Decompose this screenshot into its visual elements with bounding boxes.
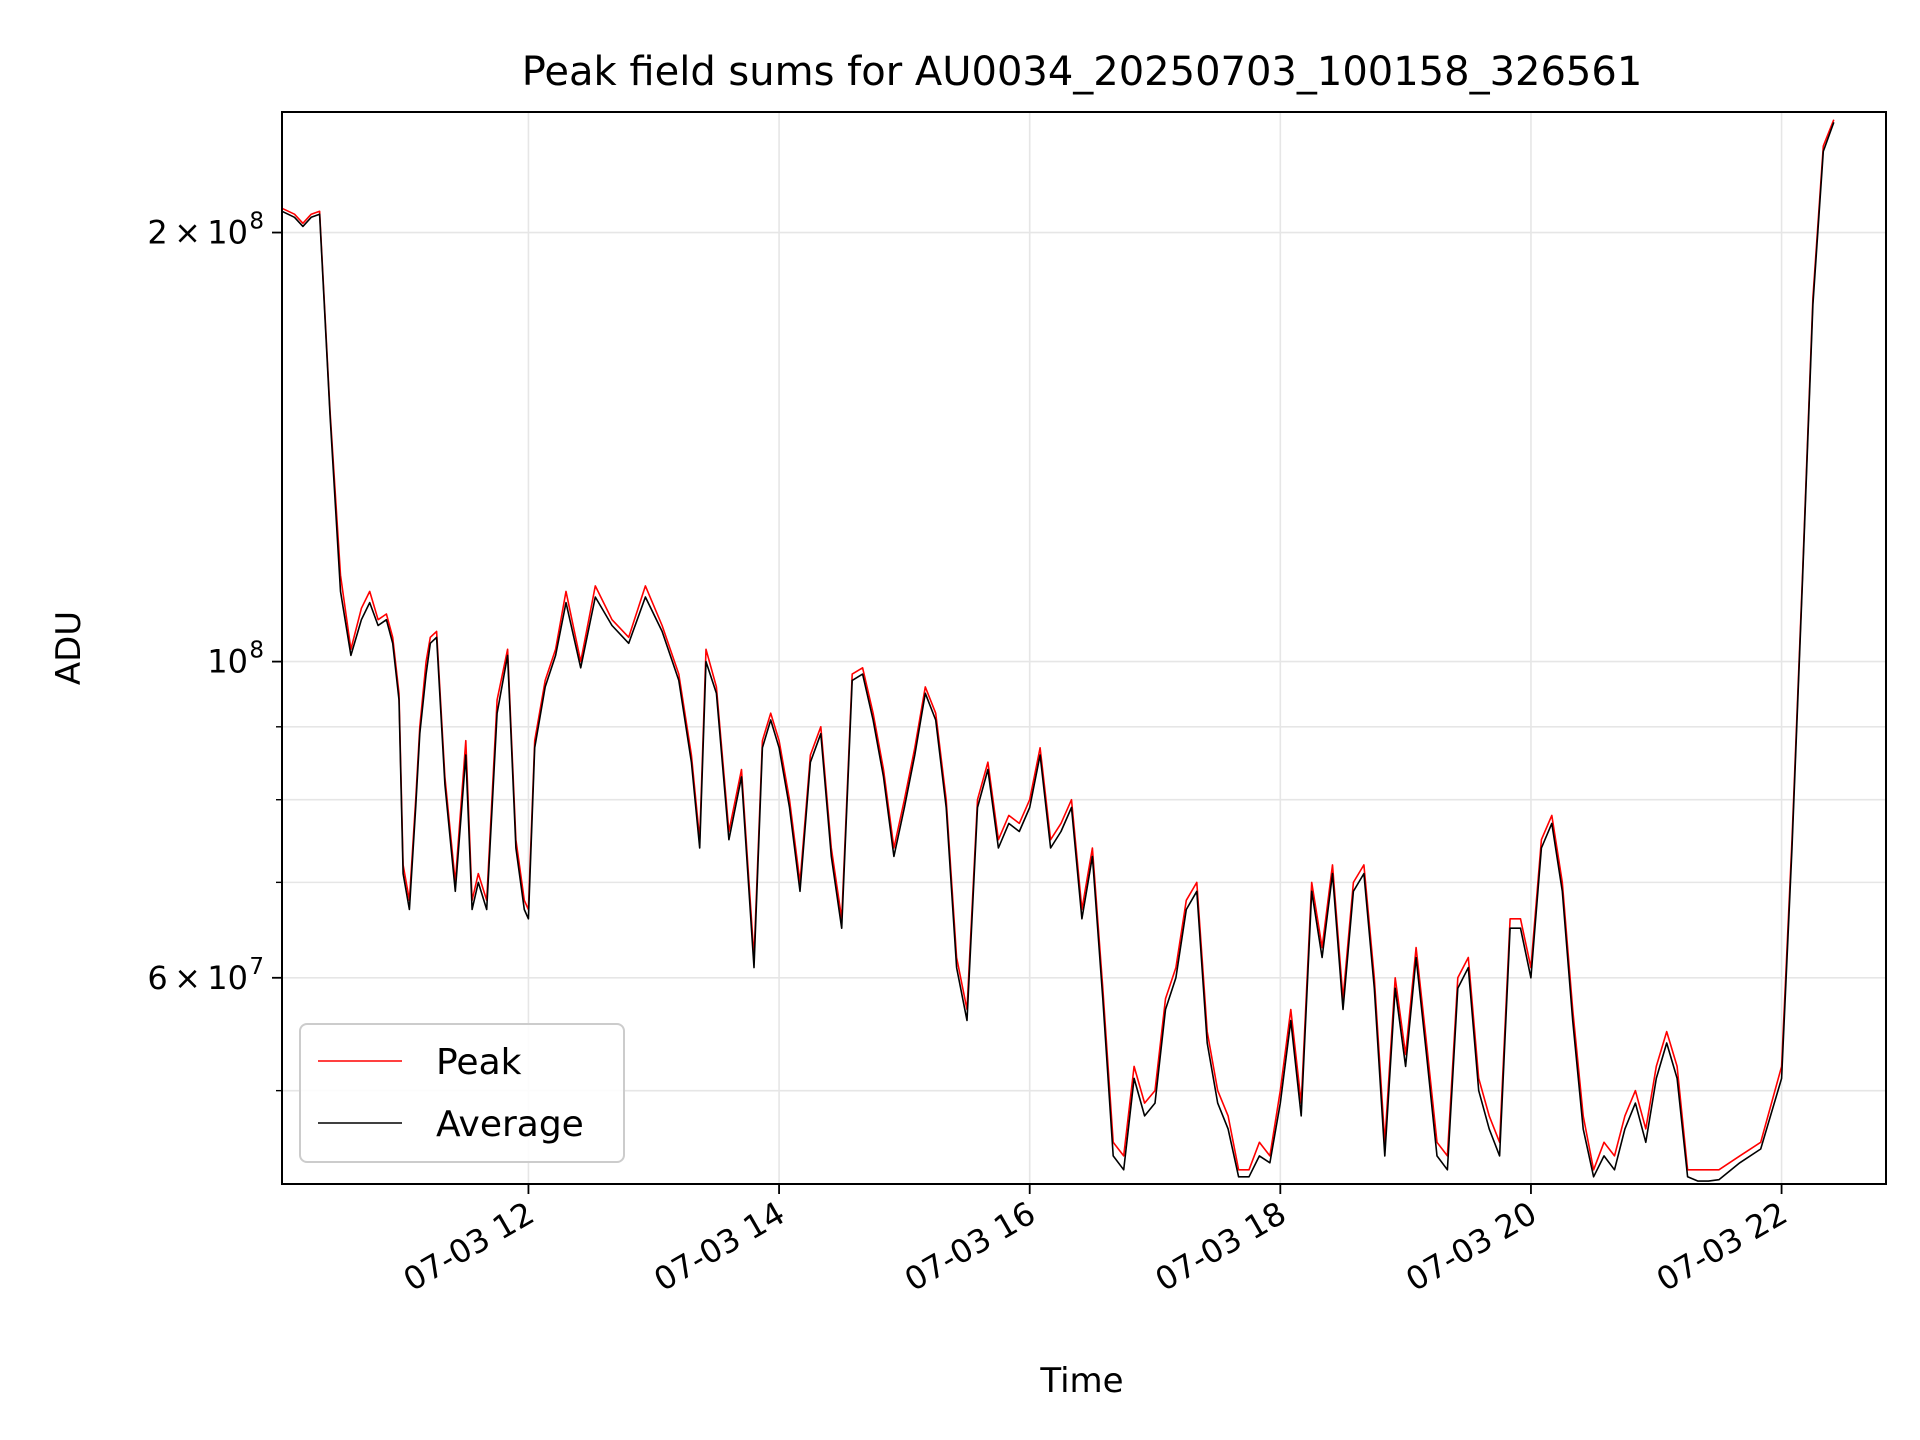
chart-title: Peak field sums for AU0034_20250703_1001… xyxy=(522,49,1643,95)
legend-box xyxy=(299,1023,625,1163)
y-tick-base: 2 × 10 xyxy=(147,214,248,252)
y-tick-label: 810 xyxy=(207,638,264,681)
x-axis-label: Time xyxy=(1039,1361,1123,1401)
legend-label-peak: Peak xyxy=(436,1042,522,1083)
legend: Peak Average xyxy=(299,1023,625,1163)
y-tick-base: 6 × 10 xyxy=(147,959,248,997)
series-line-peak xyxy=(282,119,1835,1171)
plot-frame xyxy=(281,111,1887,1185)
y-tick-label: 76 × 10 xyxy=(147,954,264,997)
y-tick-exponent: 7 xyxy=(249,954,264,980)
y-tick-exponent: 8 xyxy=(249,638,264,664)
series-line-average xyxy=(282,122,1835,1182)
y-axis-label: ADU xyxy=(49,611,89,685)
plot-lines xyxy=(282,119,1835,1182)
y-tick-label: 82 × 10 xyxy=(147,209,264,252)
legend-label-average: Average xyxy=(436,1104,584,1145)
y-tick-exponent: 8 xyxy=(249,209,264,235)
grid-lines xyxy=(282,112,1886,1184)
y-tick-base: 10 xyxy=(207,643,248,681)
